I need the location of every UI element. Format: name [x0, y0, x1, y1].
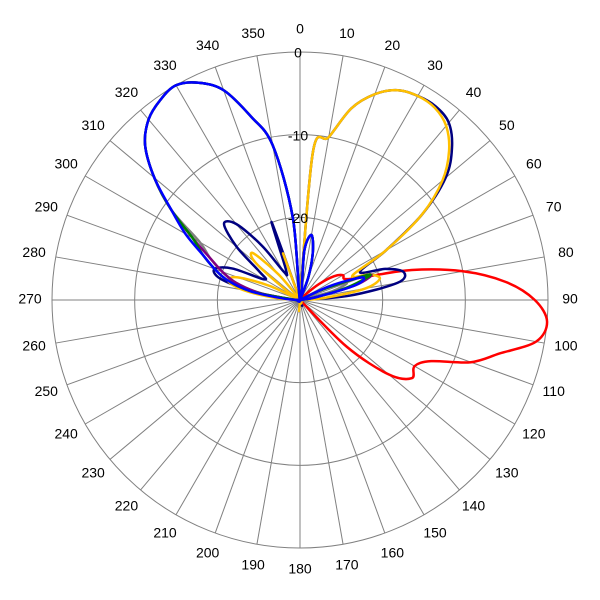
angle-tick-label: 270 [18, 291, 42, 307]
angular-gridline [66, 214, 301, 301]
angular-gridline [299, 299, 534, 386]
angle-tick-label: 310 [81, 117, 105, 133]
angle-tick-label: 290 [35, 198, 59, 214]
angular-gridline [299, 84, 425, 301]
angle-tick-label: 160 [381, 544, 405, 560]
angular-gridline [299, 140, 491, 301]
angle-tick-label: 100 [554, 338, 578, 354]
angle-tick-label: 30 [427, 57, 443, 73]
angular-gridline [299, 299, 425, 516]
angle-tick-label: 260 [22, 338, 46, 354]
angle-tick-label: 240 [54, 426, 78, 442]
angle-tick-label: 60 [526, 156, 542, 172]
angular-gridline [299, 55, 344, 301]
polar-series [143, 81, 549, 381]
angular-gridline [299, 66, 386, 301]
angular-gridline [175, 84, 301, 301]
angular-gridline [299, 299, 460, 491]
angle-tick-label: 150 [423, 525, 447, 541]
angle-tick-label: 230 [81, 464, 105, 480]
angular-gridline [299, 299, 491, 460]
angle-tick-label: 10 [339, 25, 355, 41]
angle-tick-label: 250 [35, 383, 59, 399]
radial-tick-label: -20 [288, 210, 308, 226]
radial-tick-label: 0 [294, 45, 302, 61]
angular-gridline [299, 256, 545, 301]
angle-tick-label: 110 [543, 383, 566, 399]
angle-tick-label: 130 [495, 464, 519, 480]
angular-gridline [299, 109, 460, 301]
angular-gridline [299, 299, 545, 344]
angular-gridline [299, 175, 516, 301]
angle-tick-label: 320 [115, 84, 139, 100]
angle-tick-label: 340 [196, 37, 220, 53]
angular-gridline [256, 299, 301, 545]
series-line [295, 268, 549, 381]
series-line [143, 81, 366, 303]
angular-gridline [299, 299, 386, 534]
angle-tick-label: 20 [385, 37, 401, 53]
angular-gridline [55, 299, 301, 344]
angular-gridline [84, 299, 301, 425]
angular-gridline [299, 299, 516, 425]
angle-tick-label: 300 [54, 156, 78, 172]
angle-tick-label: 50 [499, 117, 515, 133]
angle-tick-label: 40 [466, 84, 482, 100]
angular-gridline [256, 55, 301, 301]
angle-tick-label: 80 [558, 244, 574, 260]
angular-gridline [109, 299, 301, 460]
angular-gridline [214, 299, 301, 534]
angle-tick-label: 90 [562, 291, 578, 307]
angle-tick-label: 190 [241, 557, 265, 573]
angle-tick-label: 350 [241, 25, 265, 41]
radial-tick-label: -10 [288, 127, 308, 143]
angular-gridline [175, 299, 301, 516]
axis-labels: 0 10 20 30 40 50 60 70 80 90 100 110 120 130 140 150 160… [18, 21, 578, 577]
angle-tick-label: 140 [462, 498, 486, 514]
angle-tick-label: 70 [546, 198, 562, 214]
angular-gridline [66, 299, 301, 386]
angle-tick-label: 0 [296, 21, 304, 37]
angle-tick-label: 330 [153, 57, 177, 73]
angle-tick-label: 200 [196, 544, 220, 560]
angle-tick-label: 180 [288, 561, 312, 577]
angle-tick-label: 210 [153, 525, 177, 541]
angle-tick-label: 220 [115, 498, 139, 514]
angle-tick-label: 120 [522, 426, 546, 442]
angular-gridline [140, 299, 301, 491]
angle-tick-label: 280 [22, 244, 46, 260]
angle-tick-label: 170 [335, 557, 359, 573]
angular-gridline [299, 299, 344, 545]
